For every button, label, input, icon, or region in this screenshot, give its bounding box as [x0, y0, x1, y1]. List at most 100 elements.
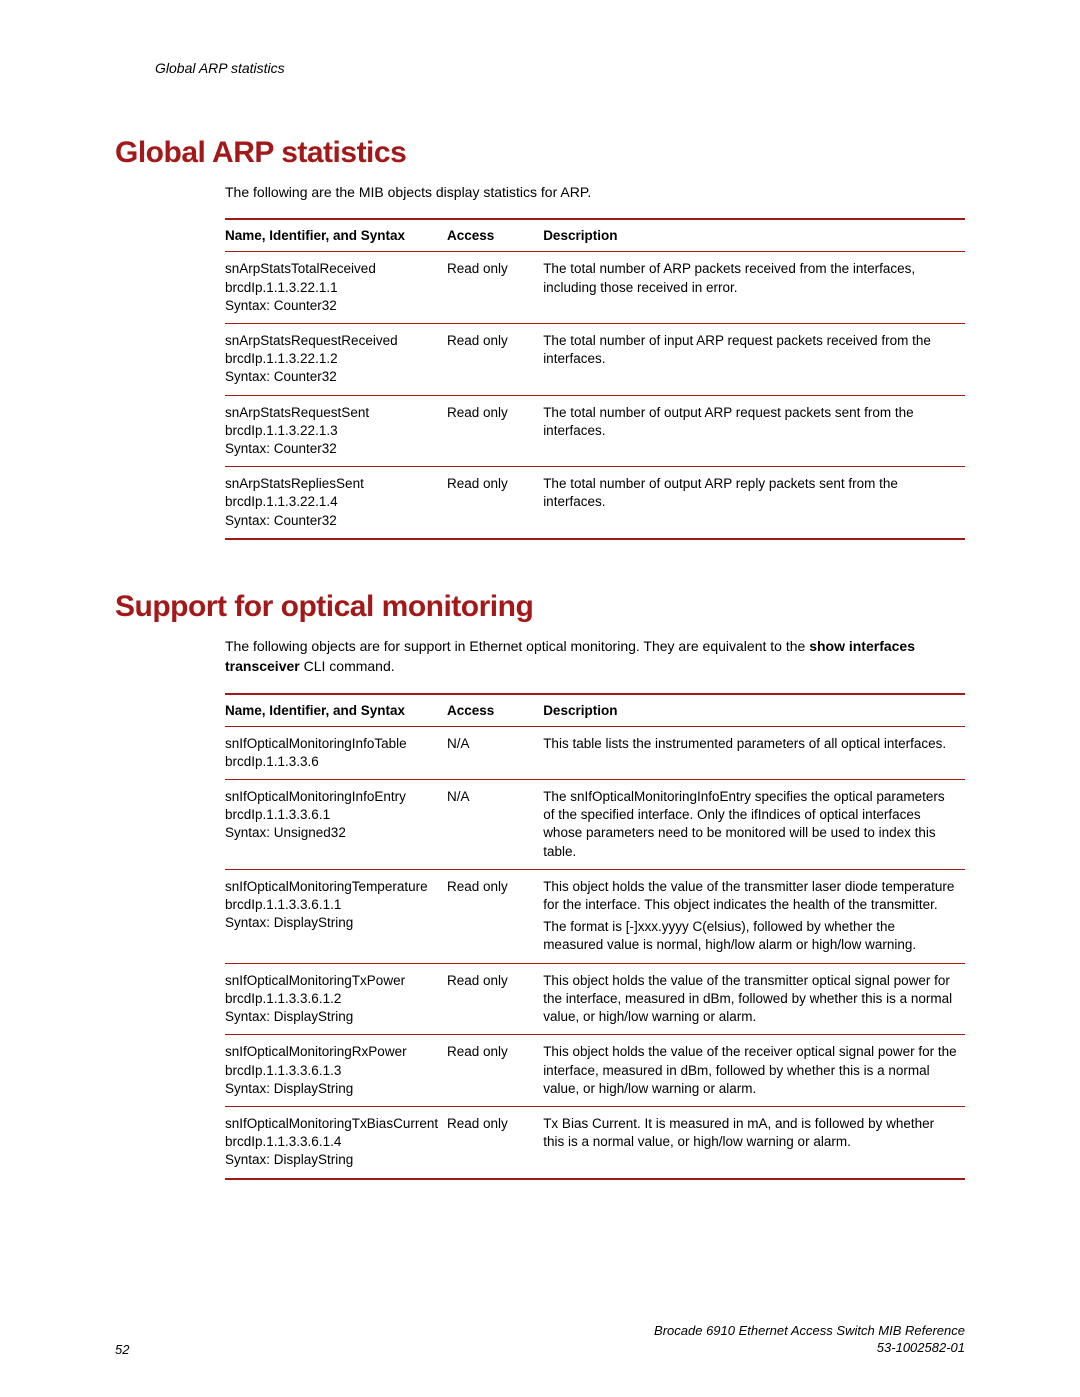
name-line: brcdIp.1.1.3.22.1.4 — [225, 493, 439, 511]
desc-paragraph: Tx Bias Current. It is measured in mA, a… — [543, 1115, 957, 1151]
col-header-access: Access — [447, 219, 543, 252]
cell-access: N/A — [447, 726, 543, 779]
section-heading-optical: Support for optical monitoring — [115, 590, 965, 624]
name-line: brcdIp.1.1.3.3.6 — [225, 753, 439, 771]
cell-name: snIfOpticalMonitoringInfoEntrybrcdIp.1.1… — [225, 779, 447, 869]
cell-name: snIfOpticalMonitoringTxBiasCurrentbrcdIp… — [225, 1107, 447, 1179]
cell-name: snIfOpticalMonitoringTxPowerbrcdIp.1.1.3… — [225, 963, 447, 1035]
name-line: brcdIp.1.1.3.3.6.1.4 — [225, 1133, 439, 1151]
cell-name: snArpStatsTotalReceivedbrcdIp.1.1.3.22.1… — [225, 252, 447, 324]
doc-id: 53-1002582-01 — [654, 1339, 965, 1357]
desc-paragraph: This object holds the value of the trans… — [543, 972, 957, 1027]
cell-access: Read only — [447, 1107, 543, 1179]
cell-description: The snIfOpticalMonitoringInfoEntry speci… — [543, 779, 965, 869]
cell-access: Read only — [447, 963, 543, 1035]
cell-description: This object holds the value of the recei… — [543, 1035, 965, 1107]
name-line: Syntax: DisplayString — [225, 1151, 439, 1169]
table-row: snArpStatsTotalReceivedbrcdIp.1.1.3.22.1… — [225, 252, 965, 324]
cell-name: snArpStatsRequestSentbrcdIp.1.1.3.22.1.3… — [225, 395, 447, 467]
table-row: snIfOpticalMonitoringTxBiasCurrentbrcdIp… — [225, 1107, 965, 1179]
table-row: snArpStatsRequestReceivedbrcdIp.1.1.3.22… — [225, 323, 965, 395]
name-line: brcdIp.1.1.3.3.6.1.2 — [225, 990, 439, 1008]
cell-access: Read only — [447, 323, 543, 395]
desc-paragraph: The total number of output ARP request p… — [543, 404, 957, 440]
name-line: Syntax: Counter32 — [225, 512, 439, 530]
name-line: brcdIp.1.1.3.3.6.1 — [225, 806, 439, 824]
name-line: brcdIp.1.1.3.3.6.1.3 — [225, 1062, 439, 1080]
cell-description: The total number of input ARP request pa… — [543, 323, 965, 395]
table-header-row: Name, Identifier, and Syntax Access Desc… — [225, 219, 965, 252]
name-line: snIfOpticalMonitoringTxBiasCurrent — [225, 1115, 439, 1133]
desc-paragraph: The total number of input ARP request pa… — [543, 332, 957, 368]
doc-title-block: Brocade 6910 Ethernet Access Switch MIB … — [654, 1322, 965, 1357]
page-footer: 52 Brocade 6910 Ethernet Access Switch M… — [115, 1322, 965, 1357]
name-line: snArpStatsRequestSent — [225, 404, 439, 422]
cell-access: Read only — [447, 467, 543, 539]
name-line: snIfOpticalMonitoringInfoEntry — [225, 788, 439, 806]
cell-access: Read only — [447, 395, 543, 467]
table-row: snIfOpticalMonitoringTxPowerbrcdIp.1.1.3… — [225, 963, 965, 1035]
cell-access: N/A — [447, 779, 543, 869]
table-row: snIfOpticalMonitoringTemperaturebrcdIp.1… — [225, 869, 965, 963]
col-header-desc: Description — [543, 219, 965, 252]
desc-paragraph: This object holds the value of the trans… — [543, 878, 957, 914]
name-line: snIfOpticalMonitoringTxPower — [225, 972, 439, 990]
name-line: brcdIp.1.1.3.3.6.1.1 — [225, 896, 439, 914]
table-row: snIfOpticalMonitoringInfoTablebrcdIp.1.1… — [225, 726, 965, 779]
name-line: brcdIp.1.1.3.22.1.1 — [225, 279, 439, 297]
col-header-desc: Description — [543, 694, 965, 727]
section1-intro: The following are the MIB objects displa… — [225, 182, 965, 202]
cell-description: This table lists the instrumented parame… — [543, 726, 965, 779]
intro-part-c: CLI command. — [300, 658, 395, 674]
cell-description: The total number of ARP packets received… — [543, 252, 965, 324]
name-line: Syntax: Unsigned32 — [225, 824, 439, 842]
name-line: Syntax: DisplayString — [225, 914, 439, 932]
table-row: snIfOpticalMonitoringRxPowerbrcdIp.1.1.3… — [225, 1035, 965, 1107]
col-header-access: Access — [447, 694, 543, 727]
table-header-row: Name, Identifier, and Syntax Access Desc… — [225, 694, 965, 727]
cell-name: snArpStatsRepliesSentbrcdIp.1.1.3.22.1.4… — [225, 467, 447, 539]
name-line: Syntax: DisplayString — [225, 1008, 439, 1026]
name-line: Syntax: DisplayString — [225, 1080, 439, 1098]
desc-paragraph: The total number of ARP packets received… — [543, 260, 957, 296]
name-line: Syntax: Counter32 — [225, 297, 439, 315]
page-number: 52 — [115, 1342, 129, 1357]
cell-description: The total number of output ARP reply pac… — [543, 467, 965, 539]
arp-stats-table: Name, Identifier, and Syntax Access Desc… — [225, 218, 965, 540]
intro-part-a: The following objects are for support in… — [225, 638, 809, 654]
desc-paragraph: This object holds the value of the recei… — [543, 1043, 957, 1098]
cell-description: Tx Bias Current. It is measured in mA, a… — [543, 1107, 965, 1179]
section-heading-arp: Global ARP statistics — [115, 136, 965, 170]
cell-description: This object holds the value of the trans… — [543, 869, 965, 963]
optical-monitoring-table: Name, Identifier, and Syntax Access Desc… — [225, 693, 965, 1180]
desc-paragraph: The snIfOpticalMonitoringInfoEntry speci… — [543, 788, 957, 861]
cell-name: snIfOpticalMonitoringTemperaturebrcdIp.1… — [225, 869, 447, 963]
name-line: brcdIp.1.1.3.22.1.3 — [225, 422, 439, 440]
name-line: snArpStatsRequestReceived — [225, 332, 439, 350]
col-header-name: Name, Identifier, and Syntax — [225, 219, 447, 252]
table-row: snArpStatsRepliesSentbrcdIp.1.1.3.22.1.4… — [225, 467, 965, 539]
section2-intro: The following objects are for support in… — [225, 636, 965, 677]
table-row: snIfOpticalMonitoringInfoEntrybrcdIp.1.1… — [225, 779, 965, 869]
cell-access: Read only — [447, 252, 543, 324]
table-row: snArpStatsRequestSentbrcdIp.1.1.3.22.1.3… — [225, 395, 965, 467]
cell-name: snIfOpticalMonitoringInfoTablebrcdIp.1.1… — [225, 726, 447, 779]
col-header-name: Name, Identifier, and Syntax — [225, 694, 447, 727]
name-line: snArpStatsTotalReceived — [225, 260, 439, 278]
name-line: brcdIp.1.1.3.22.1.2 — [225, 350, 439, 368]
desc-paragraph: The total number of output ARP reply pac… — [543, 475, 957, 511]
desc-paragraph: The format is [-]xxx.yyyy C(elsius), fol… — [543, 918, 957, 954]
doc-title: Brocade 6910 Ethernet Access Switch MIB … — [654, 1322, 965, 1340]
name-line: snIfOpticalMonitoringRxPower — [225, 1043, 439, 1061]
cell-description: This object holds the value of the trans… — [543, 963, 965, 1035]
name-line: Syntax: Counter32 — [225, 368, 439, 386]
cell-name: snIfOpticalMonitoringRxPowerbrcdIp.1.1.3… — [225, 1035, 447, 1107]
cell-access: Read only — [447, 1035, 543, 1107]
desc-paragraph: This table lists the instrumented parame… — [543, 735, 957, 753]
cell-name: snArpStatsRequestReceivedbrcdIp.1.1.3.22… — [225, 323, 447, 395]
name-line: snIfOpticalMonitoringTemperature — [225, 878, 439, 896]
name-line: Syntax: Counter32 — [225, 440, 439, 458]
name-line: snArpStatsRepliesSent — [225, 475, 439, 493]
running-header: Global ARP statistics — [155, 60, 965, 76]
cell-access: Read only — [447, 869, 543, 963]
